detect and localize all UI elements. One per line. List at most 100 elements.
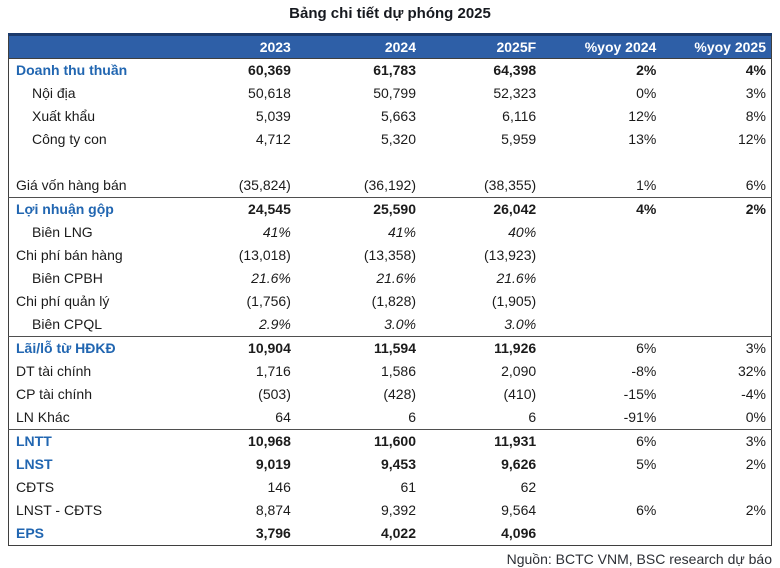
cell-2024: 11,600 xyxy=(295,429,422,453)
cell-2025f: 52,323 xyxy=(493,85,537,101)
cell-2024: (428) xyxy=(383,386,417,402)
row-label: CĐTS xyxy=(16,479,55,495)
table-row: Chi phí quản lý (1,756) (1,828) (1,905) xyxy=(9,290,772,313)
cell-yoy-2025: 3% xyxy=(745,85,766,101)
cell-2023: 64 xyxy=(275,409,291,425)
page-title: Bảng chi tiết dự phóng 2025 xyxy=(289,5,491,22)
cell-yoy-2024 xyxy=(541,267,661,290)
cell-yoy-2024: 12% xyxy=(628,108,657,124)
cell-2023 xyxy=(191,151,296,174)
cell-2023: 60,369 xyxy=(248,62,291,78)
cell-2023: 10,968 xyxy=(190,429,296,453)
cell-yoy-2024: 13% xyxy=(628,131,657,147)
table-row: Chi phí bán hàng (13,018) (13,358) (13,923) xyxy=(9,244,772,267)
table-row: Giá vốn hàng bán (35,824) (36,192) (38,355)… xyxy=(9,174,772,198)
cell-yoy-2025 xyxy=(661,151,771,174)
cell-2024: (36,192) xyxy=(363,177,417,193)
row-label: LNST - CĐTS xyxy=(16,502,103,518)
cell-2024: 61,783 xyxy=(373,62,417,78)
table-row: Công ty con 4,712 5,320 5,959 13% 12% xyxy=(9,128,772,151)
cell-2025f: 40% xyxy=(508,224,537,240)
cell-2024: 6 xyxy=(408,409,417,425)
cell-yoy-2024 xyxy=(541,151,661,174)
header-yoy-2024: %yoy 2024 xyxy=(541,33,662,59)
cell-yoy-2024: -91% xyxy=(623,409,657,425)
header-yoy-2025: %yoy 2025 xyxy=(661,33,772,59)
cell-2024: 1,586 xyxy=(380,363,417,379)
cell-2025f: 64,398 xyxy=(493,62,537,78)
row-label: EPS xyxy=(16,525,45,541)
cell-2023: (1,756) xyxy=(246,293,291,309)
cell-2023: 21.6% xyxy=(251,270,291,286)
header-label-column xyxy=(8,33,191,59)
cell-2023: 146 xyxy=(267,479,291,495)
cell-yoy-2025: 2% xyxy=(745,502,766,518)
cell-2025f: (38,355) xyxy=(484,177,537,193)
cell-yoy-2024 xyxy=(541,522,661,546)
cell-yoy-2025 xyxy=(661,221,771,244)
cell-yoy-2024: 4% xyxy=(541,197,662,221)
row-label: Biên CPQL xyxy=(32,316,103,332)
cell-yoy-2025: 4% xyxy=(745,62,766,78)
cell-2025f: 5,959 xyxy=(501,131,537,147)
table-row: Xuất khẩu 5,039 5,663 6,116 12% 8% xyxy=(9,105,772,128)
cell-2025f: (13,923) xyxy=(484,247,537,263)
cell-yoy-2025 xyxy=(661,290,771,313)
cell-yoy-2025: 0% xyxy=(745,409,766,425)
cell-2023: 8,874 xyxy=(255,502,291,518)
cell-yoy-2024: -15% xyxy=(623,386,657,402)
cell-yoy-2025: 2% xyxy=(745,456,766,472)
cell-yoy-2025: 2% xyxy=(661,197,772,221)
cell-2024: 11,594 xyxy=(295,336,422,360)
cell-2024: 41% xyxy=(387,224,417,240)
cell-2023: 3,796 xyxy=(255,525,291,541)
cell-2023: 10,904 xyxy=(190,336,296,360)
cell-2024 xyxy=(296,151,421,174)
table-row: LNST 9,019 9,453 9,626 5% 2% xyxy=(9,453,772,476)
cell-2025f: 6,116 xyxy=(502,108,537,124)
cell-yoy-2024: 6% xyxy=(636,502,657,518)
table-row: Biên CPQL 2.9% 3.0% 3.0% xyxy=(9,313,772,337)
cell-yoy-2025: 8% xyxy=(745,108,766,124)
table-row: LNST - CĐTS 8,874 9,392 9,564 6% 2% xyxy=(9,499,772,522)
row-label: LNTT xyxy=(8,429,191,453)
table-header-row: 2023 2024 2025F %yoy 2024 %yoy 2025 xyxy=(8,33,772,59)
cell-2023: (13,018) xyxy=(238,247,291,263)
cell-yoy-2024 xyxy=(541,221,661,244)
table-row: EPS 3,796 4,022 4,096 xyxy=(9,522,772,546)
row-label: Công ty con xyxy=(32,131,107,147)
cell-2023: 2.9% xyxy=(258,316,291,332)
cell-yoy-2024: -8% xyxy=(631,363,657,379)
cell-yoy-2025 xyxy=(661,267,771,290)
row-label: Biên LNG xyxy=(32,224,93,240)
table-row: Nội địa 50,618 50,799 52,323 0% 3% xyxy=(9,82,772,105)
cell-2025f: 4,096 xyxy=(501,525,537,541)
cell-yoy-2024 xyxy=(541,244,661,267)
cell-yoy-2024: 0% xyxy=(636,85,657,101)
source-note: Nguồn: BCTC VNM, BSC research dự báo xyxy=(506,551,772,567)
row-label: DT tài chính xyxy=(16,363,92,379)
row-label: LN Khác xyxy=(16,409,70,425)
table-row: CP tài chính (503) (428) (410) -15% -4% xyxy=(9,383,772,406)
cell-2025f: 11,931 xyxy=(421,429,542,453)
cell-2023: 5,039 xyxy=(255,108,291,124)
cell-yoy-2025: 3% xyxy=(661,336,772,360)
cell-2025f: 9,564 xyxy=(501,502,537,518)
cell-yoy-2025: 3% xyxy=(661,429,772,453)
row-label: Giá vốn hàng bán xyxy=(16,177,127,193)
cell-2025f xyxy=(421,151,541,174)
row-label: Chi phí quản lý xyxy=(16,293,110,309)
cell-2024: 5,663 xyxy=(380,108,417,124)
cell-yoy-2024: 6% xyxy=(541,336,662,360)
cell-yoy-2025 xyxy=(661,522,771,546)
table-row: CĐTS 146 61 62 xyxy=(9,476,772,499)
row-label: Chi phí bán hàng xyxy=(16,247,123,263)
cell-2025f: 3.0% xyxy=(504,316,537,332)
row-label: Lợi nhuận gộp xyxy=(8,197,191,221)
cell-2024: 4,022 xyxy=(380,525,417,541)
cell-2025f: 9,626 xyxy=(501,456,537,472)
row-label: Xuất khẩu xyxy=(32,108,96,124)
cell-2023: (35,824) xyxy=(238,177,291,193)
cell-yoy-2025 xyxy=(661,313,771,337)
